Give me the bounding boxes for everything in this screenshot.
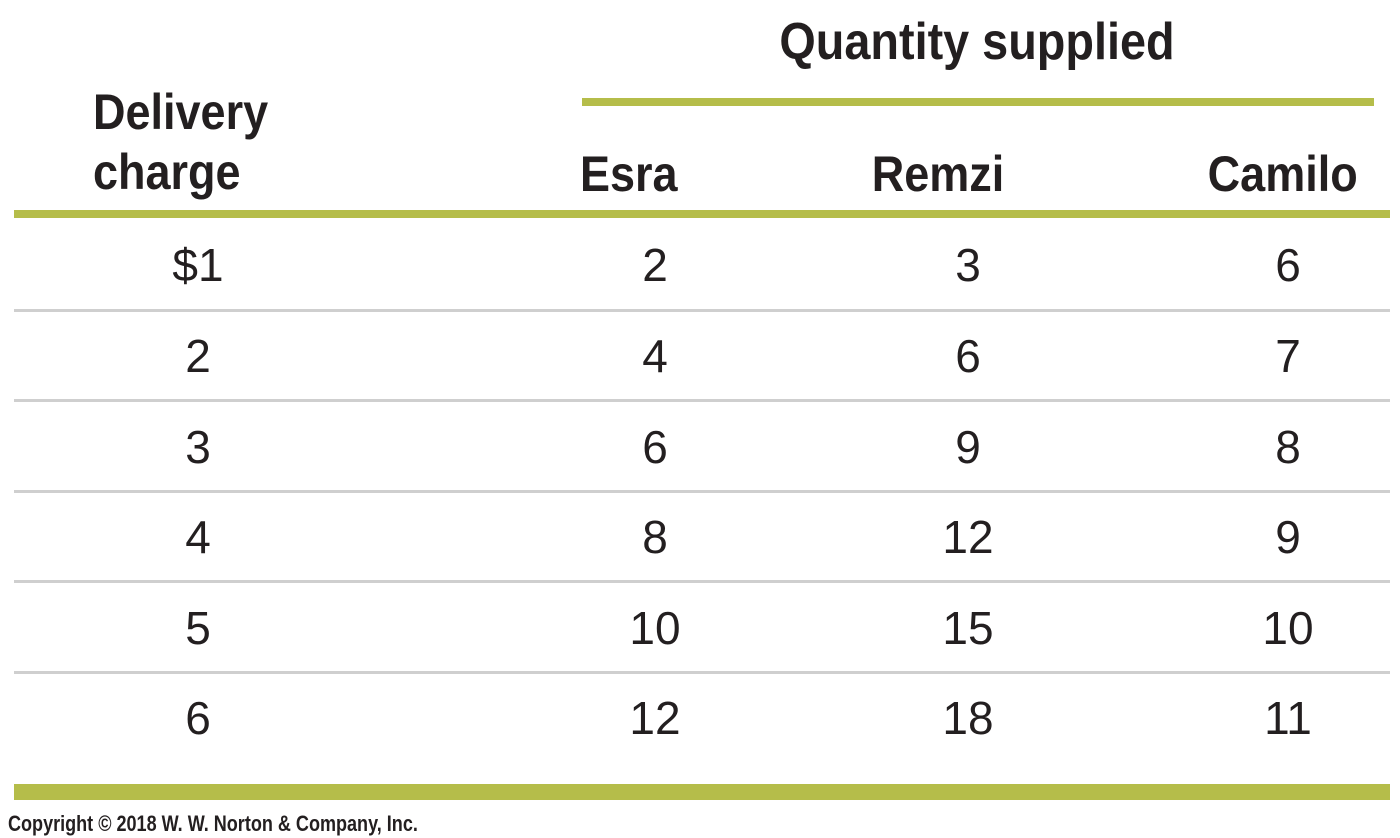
quantity-cell-esra: 10 — [629, 601, 681, 654]
quantity-cell-remzi: 15 — [942, 601, 994, 654]
delivery-charge-cell: 6 — [185, 692, 211, 745]
quantity-cell-camilo: 9 — [1275, 511, 1301, 564]
row-divider — [14, 580, 1390, 584]
quantity-cell-esra: 8 — [642, 511, 668, 564]
row-header-title: Delivery charge — [93, 82, 268, 202]
table-bottom-rule — [14, 784, 1390, 800]
row-divider — [14, 399, 1390, 403]
column-header-remzi: Remzi — [871, 146, 1005, 202]
row-divider — [14, 489, 1390, 493]
delivery-charge-cell: 2 — [185, 329, 211, 382]
group-header-rule — [582, 98, 1374, 106]
column-header-esra: Esra — [580, 146, 678, 202]
group-header-title: Quantity supplied — [779, 13, 1175, 71]
delivery-charge-cell: 4 — [185, 511, 211, 564]
row-header-line-1: Delivery — [93, 84, 269, 140]
header-bottom-rule — [14, 210, 1390, 218]
quantity-cell-remzi: 12 — [942, 511, 994, 564]
row-header-line-2: charge — [93, 144, 241, 200]
quantity-cell-esra: 6 — [642, 420, 668, 473]
row-divider — [14, 671, 1390, 674]
delivery-charge-cell: 3 — [185, 420, 211, 473]
column-header-camilo: Camilo — [1207, 146, 1358, 202]
quantity-cell-esra: 2 — [642, 239, 668, 292]
quantity-cell-remzi: 9 — [955, 420, 981, 473]
delivery-charge-cell: 5 — [185, 601, 211, 654]
quantity-cell-esra: 4 — [642, 329, 668, 382]
quantity-cell-camilo: 10 — [1262, 601, 1314, 654]
quantity-cell-camilo: 8 — [1275, 420, 1301, 473]
quantity-cell-camilo: 7 — [1275, 329, 1301, 382]
row-divider — [14, 308, 1390, 312]
quantity-cell-remzi: 6 — [955, 329, 981, 382]
copyright-notice: Copyright © 2018 W. W. Norton & Company,… — [8, 811, 418, 836]
delivery-charge-cell: $1 — [172, 239, 224, 292]
quantity-cell-remzi: 3 — [955, 239, 981, 292]
quantity-cell-camilo: 11 — [1264, 692, 1312, 745]
quantity-cell-remzi: 18 — [942, 692, 994, 745]
quantity-cell-esra: 12 — [629, 692, 681, 745]
quantity-cell-camilo: 6 — [1275, 239, 1301, 292]
